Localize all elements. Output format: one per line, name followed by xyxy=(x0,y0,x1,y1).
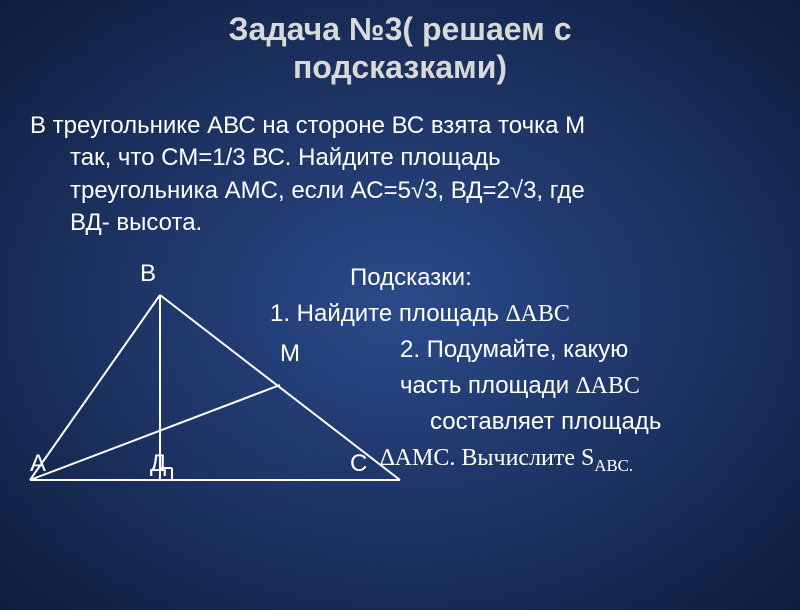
hint-2d-sub: АВС. xyxy=(594,456,633,475)
hint-2d-pre: ∆АМС. Вычислите S xyxy=(380,445,594,471)
hint-1: 1. Найдите площадь ∆АВС xyxy=(270,296,780,332)
vertex-b-label: В xyxy=(140,260,156,288)
problem-line1: В треугольнике АВС на стороне ВС взята т… xyxy=(30,110,770,142)
hint-2c: составляет площадь xyxy=(430,404,780,440)
hint-2d: ∆АМС. Вычислите SАВС. xyxy=(380,440,780,478)
hint-2b-delta: ∆АВС xyxy=(576,373,640,399)
hint-1-pre: 1. Найдите площадь xyxy=(270,300,506,327)
title-line2: подсказками) xyxy=(0,48,800,86)
hint-2b-pre: часть площади xyxy=(400,372,576,399)
content-area: В треугольнике АВС на стороне ВС взята т… xyxy=(30,110,770,240)
problem-line4: ВД- высота. xyxy=(70,207,770,239)
hints-title: Подсказки: xyxy=(350,260,780,296)
hint-1-delta: ∆АВС xyxy=(506,301,570,327)
problem-text: В треугольнике АВС на стороне ВС взята т… xyxy=(30,110,770,240)
title-line1: Задача №3( решаем с xyxy=(0,10,800,48)
hint-2b: часть площади ∆АВС xyxy=(400,368,780,404)
problem-line3: треугольника АМС, если АС=5√3, ВД=2√3, г… xyxy=(70,175,770,207)
problem-line2: так, что СМ=1/3 ВС. Найдите площадь xyxy=(70,142,770,174)
hint-2a: 2. Подумайте, какую xyxy=(400,332,780,368)
hints-block: Подсказки: 1. Найдите площадь ∆АВС 2. По… xyxy=(220,260,780,478)
slide-title: Задача №3( решаем с подсказками) xyxy=(0,10,800,87)
